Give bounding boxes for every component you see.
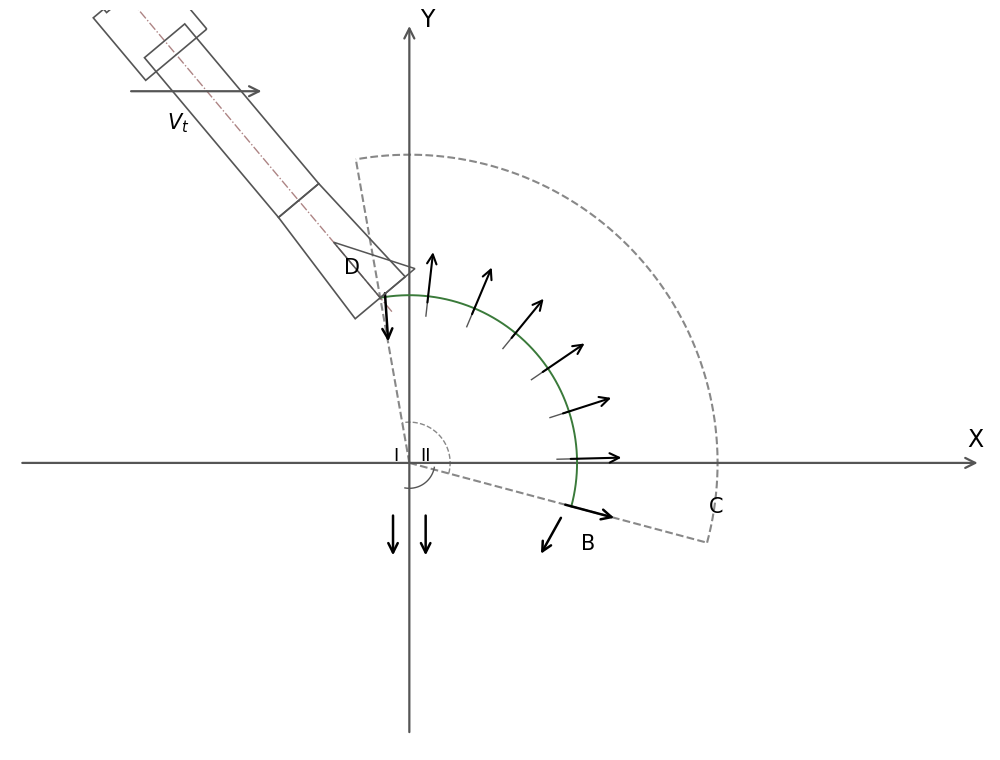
Text: C: C — [709, 497, 723, 518]
Text: X: X — [967, 428, 983, 452]
Text: II: II — [420, 447, 431, 464]
Text: Y: Y — [420, 8, 435, 32]
Text: B: B — [581, 534, 595, 553]
Text: D: D — [344, 258, 360, 278]
Text: I: I — [393, 447, 398, 464]
Text: $V_t$: $V_t$ — [167, 111, 189, 135]
